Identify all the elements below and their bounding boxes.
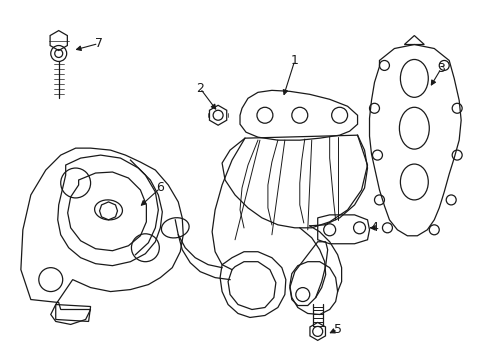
Text: 5: 5	[333, 323, 341, 336]
Text: 2: 2	[196, 82, 203, 95]
Text: 3: 3	[436, 62, 444, 75]
Text: 1: 1	[290, 54, 298, 67]
Text: 7: 7	[94, 37, 102, 50]
Text: 4: 4	[370, 221, 378, 234]
Text: 6: 6	[156, 181, 164, 194]
